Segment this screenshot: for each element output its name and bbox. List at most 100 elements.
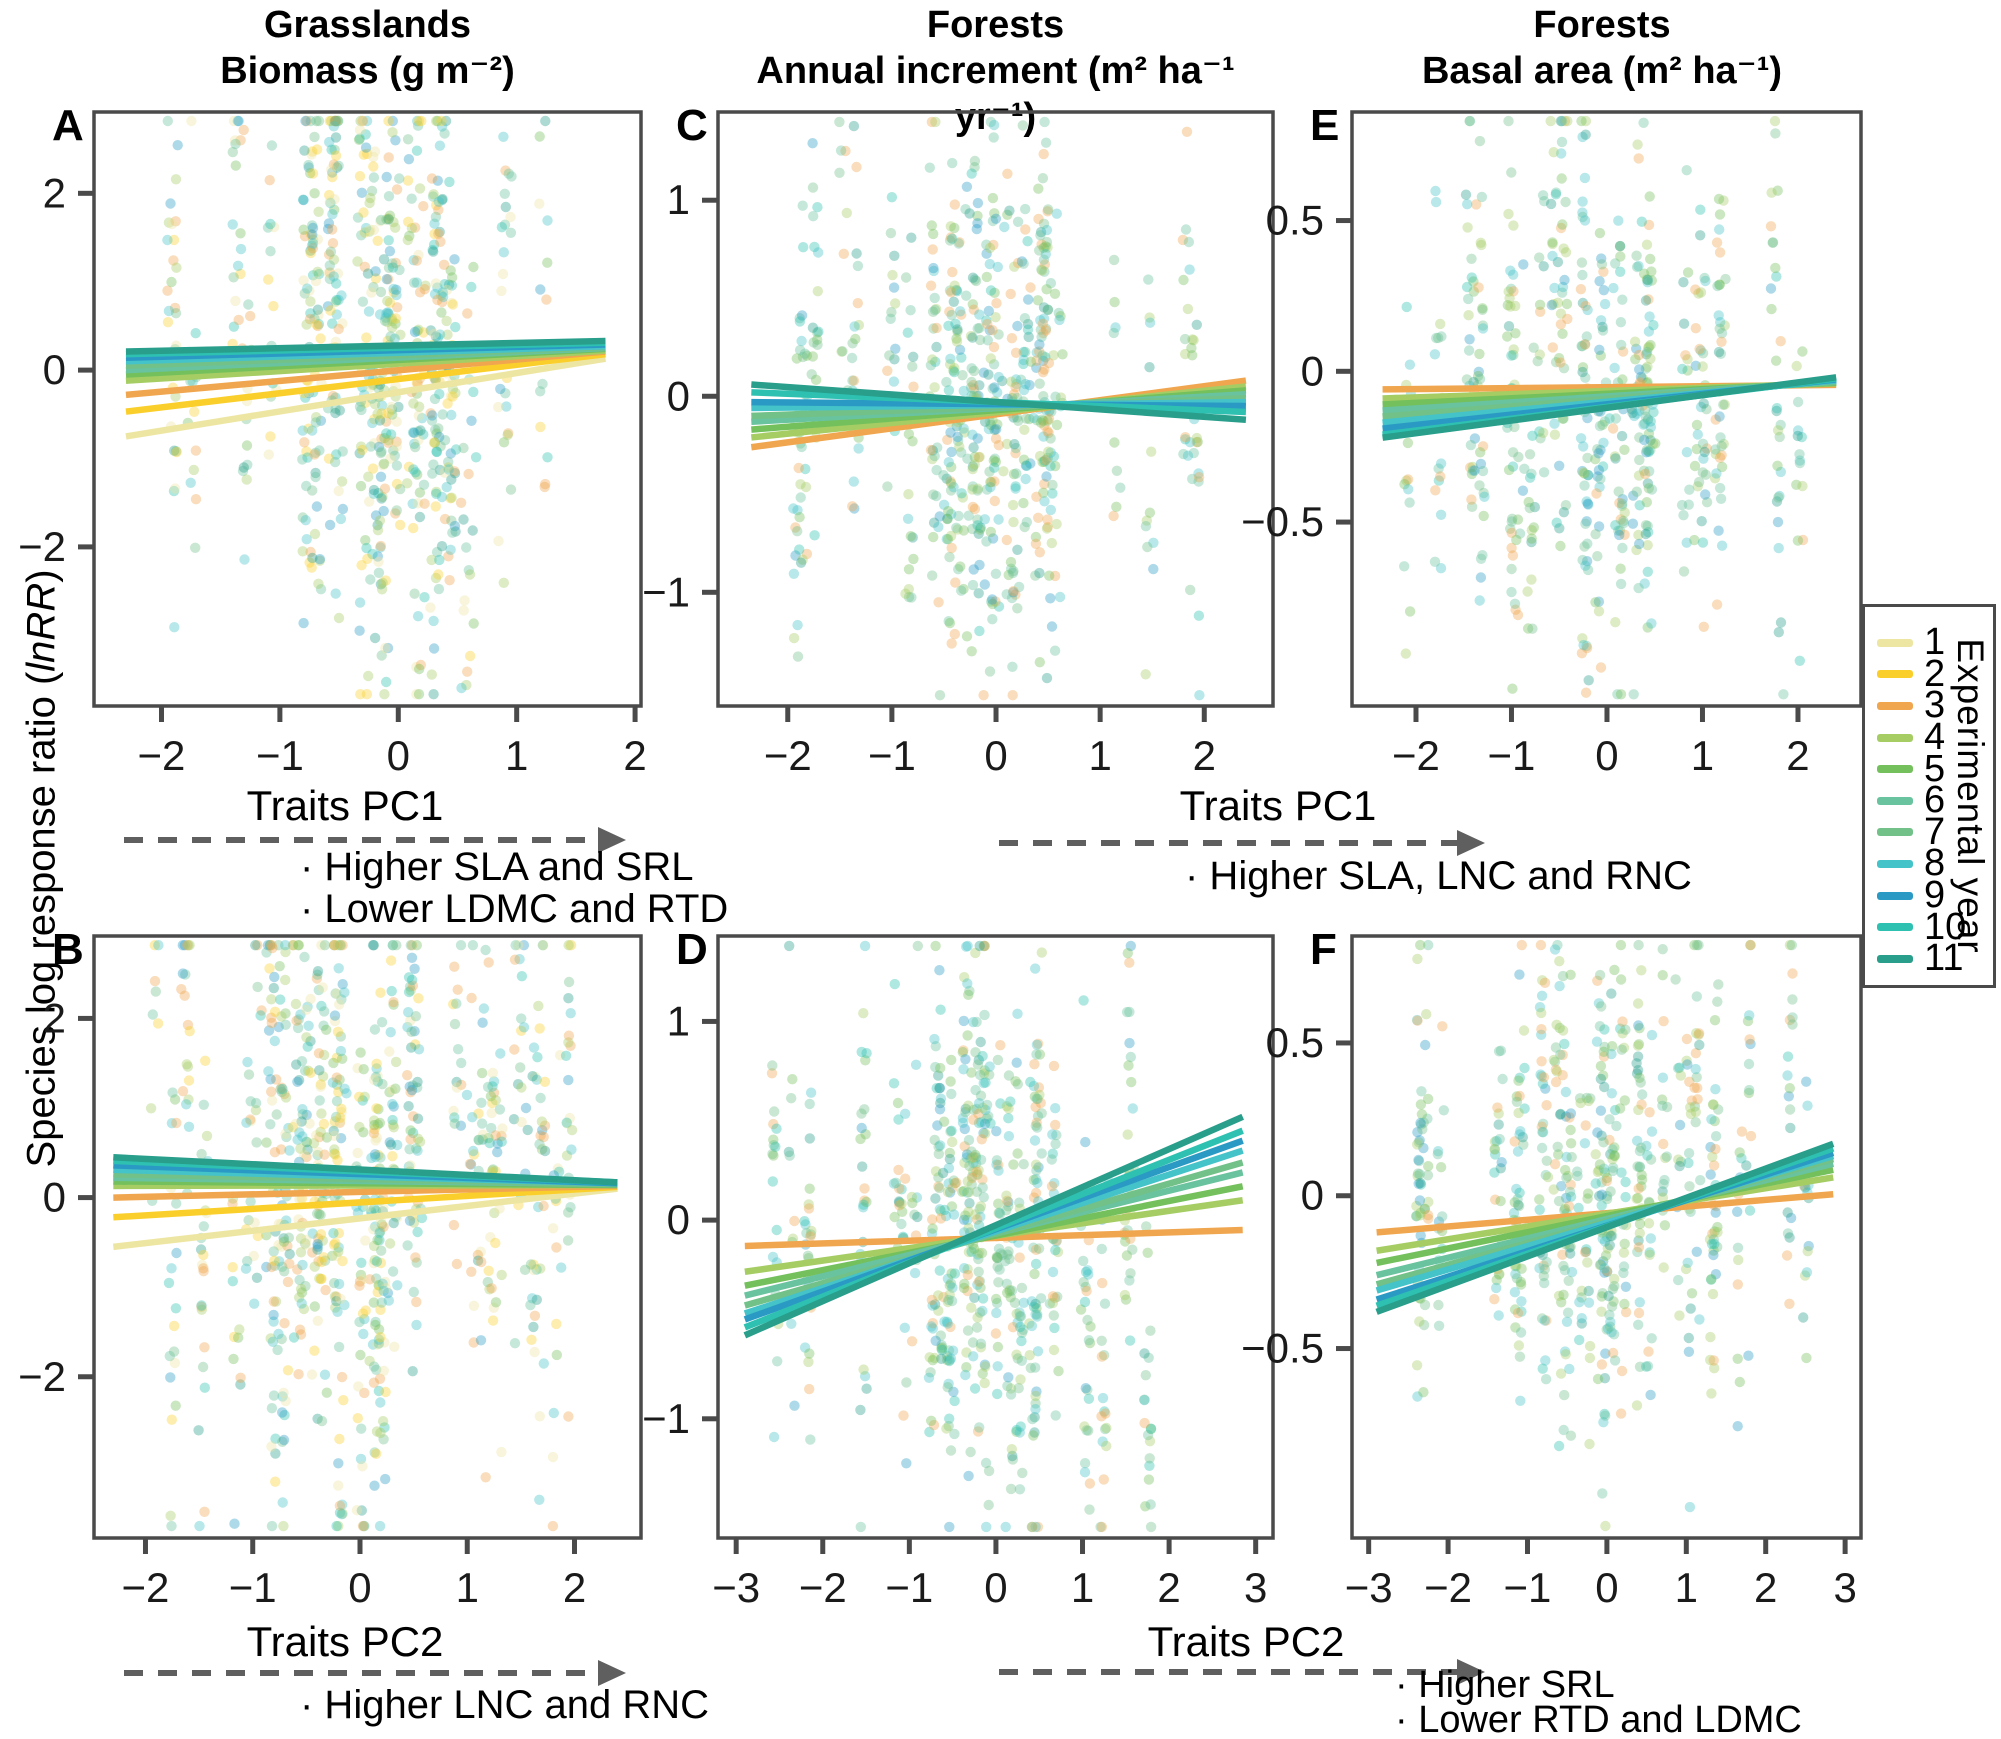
bullet-line: · Higher SLA and SRL [300,845,694,889]
regression-lines [750,377,1247,451]
legend-color-swatch [1877,891,1913,900]
y-axis-ticks: 1 0 −1 [642,176,718,615]
legend-year-label: 10 [1924,905,1967,948]
pc2-trait-bullets: · Higher LNC and RNC [300,1684,709,1726]
legend-title: Experimental year [1950,638,1991,954]
regression-lines [743,1113,1245,1339]
x-axis-label-pc2: Traits PC2 [1147,1618,1345,1665]
x-tick-label: 2 [1193,732,1216,779]
legend-item: 1 [1877,621,1966,663]
x-tick-label: −2 [799,1564,847,1611]
x-tick-label: 2 [1754,1564,1777,1611]
legend-year-label: 4 [1924,716,1946,759]
y-tick-label: −2 [18,523,66,570]
y-tick-label: 0.5 [1266,1019,1324,1066]
y-axis-ticks: 1 0 −1 [642,997,718,1442]
y-tick-label: 2 [43,169,66,216]
x-tick-label: −2 [1392,732,1440,779]
x-tick-label: −2 [1424,1564,1472,1611]
x-tick-label: 2 [1786,732,1809,779]
regression-lines [1382,374,1837,441]
panel-F: −3 −2 −1 0 1 2 3 0.5 0 −0.5 F [1241,925,1863,1611]
x-tick-label: 1 [1088,732,1111,779]
x-tick-label: −3 [1345,1564,1393,1611]
bullet-line: · Lower RTD and LDMC [1395,1699,1802,1739]
panel-letter-F: F [1310,925,1337,974]
x-axis-ticks: −2 −1 0 1 2 [1392,706,1810,779]
x-axis-ticks: −2 −1 0 1 2 [138,706,647,779]
legend-item: 2 [1877,653,1966,695]
column-title-line2: Basal area (m² ha⁻¹) [1421,50,1783,92]
panel-letter-A: A [52,101,84,150]
legend-item: 8 [1877,842,1966,884]
x-tick-label: 1 [456,1564,479,1611]
legend-color-swatch [1877,859,1913,868]
y-tick-label: 0 [1301,347,1324,394]
y-tick-label: −0.5 [1241,1325,1324,1372]
x-tick-label: 2 [623,732,646,779]
y-tick-label: −1 [642,1395,690,1442]
pc2-direction-arrow [999,1659,1485,1685]
regression-line-year-11 [743,1113,1245,1339]
regression-line-year-2 [113,1183,618,1221]
x-tick-label: −1 [1488,732,1536,779]
y-tick-label: −1 [642,568,690,615]
regression-lines [125,337,607,440]
legend-color-swatch [1877,765,1913,774]
x-tick-label: 0 [348,1564,371,1611]
column-title-line1: Forests [1533,4,1671,46]
pc1-direction-arrow [999,830,1485,856]
x-tick-label: −1 [256,732,304,779]
legend-year-label: 5 [1924,747,1946,790]
legend-item: 9 [1877,874,1966,916]
pc1-trait-bullets: · Higher SLA, LNC and RNC [1185,855,1692,897]
panel-A: −2 −1 0 1 2 2 0 −2 A [18,101,647,779]
panel-frame [92,110,643,708]
bullet-line: · Higher SRL [1395,1664,1615,1706]
y-axis-ticks: 2 0 −2 [18,994,94,1400]
panel-C: −2 −1 0 1 2 1 0 −1 C [642,101,1275,779]
legend-item: 6 [1877,779,1966,821]
y-tick-label: −0.5 [1241,498,1324,545]
pc1-direction-arrow [124,827,626,853]
regression-lines [112,1154,618,1251]
x-tick-label: 2 [563,1564,586,1611]
regression-line-year-2 [125,350,606,415]
legend-item: 4 [1877,716,1966,758]
x-tick-label: 1 [505,732,528,779]
column-title-grasslands: Grasslands Biomass (g m⁻²) [94,2,641,94]
column-title-line2: Annual increment (m² ha⁻¹ yr⁻¹) [756,50,1235,138]
y-tick-label: 1 [667,997,690,1044]
y-axis-ticks: 0.5 0 −0.5 [1241,197,1352,545]
panel-letter-D: D [676,925,708,974]
panel-letter-E: E [1310,101,1339,150]
legend-color-swatch [1877,638,1913,647]
legend-color-swatch [1877,733,1913,742]
legend-items: 1 2 3 4 5 6 7 8 9 10 11 [1877,621,1967,979]
legend-year-label: 3 [1924,684,1946,727]
x-axis-ticks: −2 −1 0 1 2 [122,1538,586,1611]
legend-item: 3 [1877,684,1966,726]
x-axis-label-pc1: Traits PC1 [1179,782,1377,829]
legend-item: 7 [1877,811,1966,853]
bullet-line: · Lower LDMC and RTD [300,887,729,931]
column-title-line2: Biomass (g m⁻²) [220,50,515,92]
legend-year-label: 2 [1924,652,1946,695]
y-tick-label: 0 [667,372,690,419]
regression-line-year-11 [125,337,606,355]
x-tick-label: −1 [868,732,916,779]
panel-letter-B: B [52,925,84,974]
legend-year-label: 7 [1924,810,1946,853]
pc1-trait-bullets: · Higher SLA and SRL · Lower LDMC and RT… [300,846,728,930]
legend-year-label: 11 [1924,937,1964,980]
panel-B: −2 −1 0 1 2 2 0 −2 B [18,925,643,1611]
regression-line-year-11 [751,381,1247,424]
x-tick-label: 1 [1071,1564,1094,1611]
regression-line-year-1 [112,1185,618,1251]
panel-frame [92,934,643,1540]
y-tick-label: 0 [1301,1172,1324,1219]
column-title-line1: Forests [926,4,1065,46]
legend-item: 5 [1877,748,1966,790]
x-tick-label: −3 [712,1564,760,1611]
x-tick-label: −1 [1504,1564,1552,1611]
